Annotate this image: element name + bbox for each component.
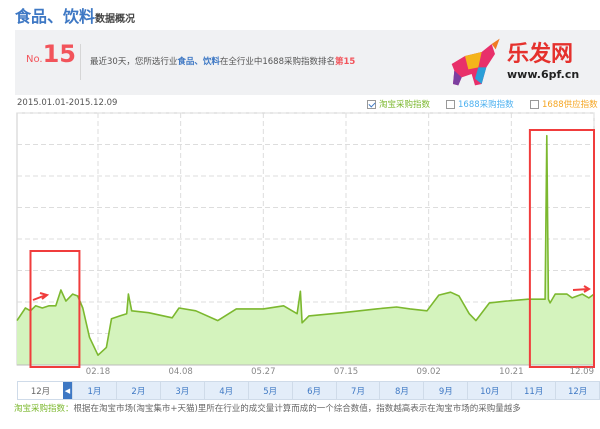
legend-label: 淘宝采购指数 [379, 100, 431, 110]
rank-badge: No.15 [26, 40, 76, 68]
x-tick-label: 05.27 [251, 367, 276, 377]
month-tab-current[interactable]: 12月 [18, 382, 63, 399]
prev-arrow-icon[interactable]: ◀ [63, 382, 72, 399]
highlight-box [29, 250, 81, 368]
watermark-logo: 乐发网 [507, 41, 574, 67]
month-tab[interactable]: 5月 [247, 382, 292, 399]
date-range: 2015.01.01-2015.12.09 [17, 98, 118, 108]
rank-text-value: 第15 [334, 57, 356, 67]
industry-title: 食品、饮料 [15, 7, 96, 26]
month-tab[interactable]: 12月 [555, 382, 600, 399]
rank-text-before: 最近30天，您所选行业 [90, 57, 178, 67]
legend-1688-purchase[interactable]: 1688采购指数 [446, 98, 514, 110]
month-tab[interactable]: 4月 [203, 382, 248, 399]
month-tab[interactable]: 11月 [511, 382, 556, 399]
month-tab[interactable]: 3月 [159, 382, 204, 399]
checkbox-checked[interactable] [367, 99, 376, 109]
rank-number: 15 [42, 40, 77, 68]
month-tab[interactable]: 8月 [379, 382, 424, 399]
page-title: 食品、饮料数据概况 [15, 3, 135, 27]
month-selector: 12月 ◀ 1月 2月 3月 4月 5月 6月 7月 8月 9月 10月 11月 12月 [17, 381, 600, 400]
rank-description: 最近30天，您所选行业食品、饮料在全行业中1688采购指数排名第15 [90, 55, 355, 67]
watermark-url: www.6pf.cn [507, 68, 580, 81]
legend-label: 1688采购指数 [458, 100, 514, 110]
red-arrow-icon [572, 285, 591, 293]
month-tab[interactable]: 9月 [423, 382, 468, 399]
rank-text-middle: 在全行业中1688采购指数排名 [219, 57, 335, 67]
description-key: 淘宝采购指数： [14, 404, 74, 414]
index-chart [16, 112, 596, 368]
title-suffix: 数据概况 [95, 14, 136, 25]
rank-panel: No.15 最近30天，您所选行业食品、饮料在全行业中1688采购指数排名第15 [15, 30, 600, 95]
x-tick-label: 09.02 [416, 367, 441, 377]
series-area [17, 135, 594, 365]
highlight-box [528, 129, 596, 368]
checkbox-unchecked[interactable] [446, 99, 455, 109]
rank-prefix: No. [26, 54, 43, 65]
description-text: 根据在淘宝市场(淘宝集市+天猫)里所在行业的成交量计算而成的一个综合数值，指数越… [73, 404, 521, 414]
x-tick-label: 02.18 [85, 367, 111, 377]
x-tick-label: 12.09 [569, 367, 594, 377]
x-tick-label: 04.08 [168, 367, 193, 377]
month-tab[interactable]: 6月 [291, 382, 336, 399]
index-description: 淘宝采购指数：根据在淘宝市场(淘宝集市+天猫)里所在行业的成交量计算而成的一个综… [14, 403, 594, 415]
watermark: 乐发网 www.6pf.cn [445, 32, 600, 94]
month-tab[interactable]: 1月 [72, 382, 116, 399]
bull-logo-icon [451, 38, 500, 86]
x-tick-label: 07.15 [333, 367, 359, 377]
month-tab[interactable]: 2月 [115, 382, 160, 399]
legend-1688-supply[interactable]: 1688供应指数 [530, 98, 598, 110]
month-tab[interactable]: 10月 [467, 382, 512, 399]
x-tick-label: 10.21 [499, 367, 524, 377]
legend-label: 1688供应指数 [542, 100, 598, 110]
red-arrow-icon [32, 292, 50, 301]
month-tab[interactable]: 7月 [335, 382, 380, 399]
rank-industry: 食品、饮料 [177, 57, 220, 67]
divider [80, 44, 81, 80]
legend-taobao-purchase[interactable]: 淘宝采购指数 [367, 98, 430, 110]
checkbox-unchecked[interactable] [530, 99, 539, 109]
